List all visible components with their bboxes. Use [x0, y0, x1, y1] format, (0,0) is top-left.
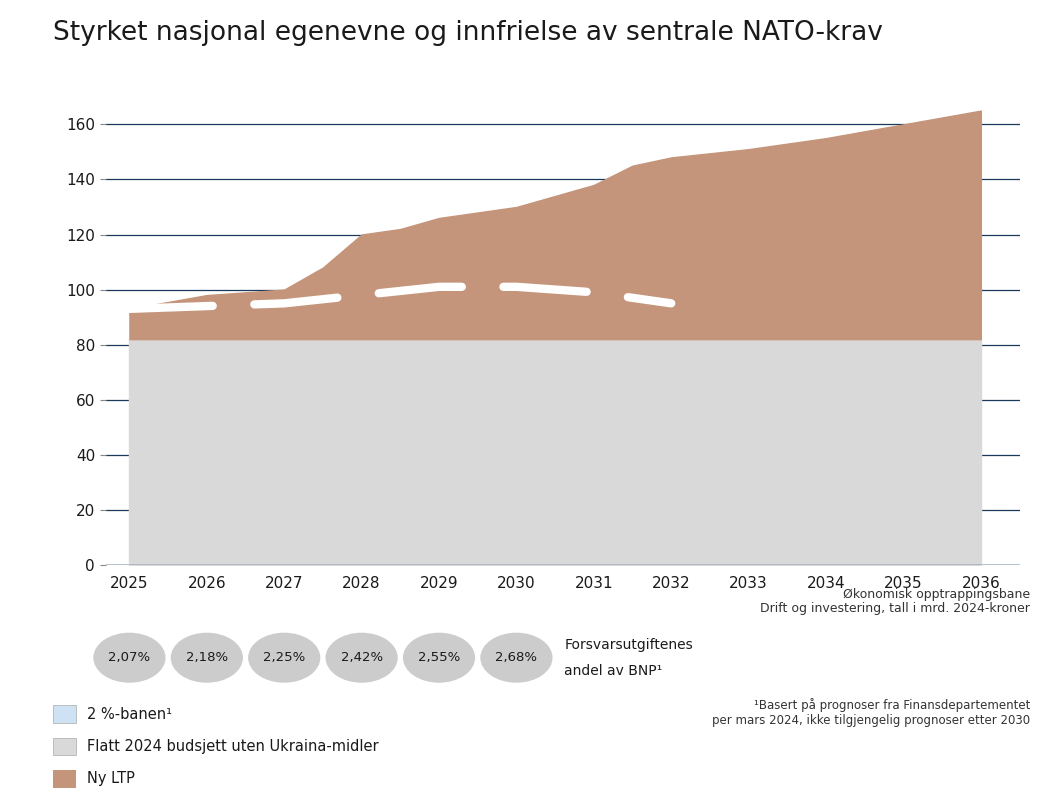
Text: andel av BNP¹: andel av BNP¹ — [564, 663, 663, 678]
Text: 2 %-banen¹: 2 %-banen¹ — [87, 707, 172, 721]
Text: 2,55%: 2,55% — [417, 651, 460, 664]
Text: ¹Basert på prognoser fra Finansdepartementet
per mars 2024, ikke tilgjengelig pr: ¹Basert på prognoser fra Finansdeparteme… — [712, 698, 1030, 727]
Text: 2,07%: 2,07% — [108, 651, 151, 664]
Text: Drift og investering, tall i mrd. 2024-kroner: Drift og investering, tall i mrd. 2024-k… — [760, 602, 1030, 615]
Text: 2,25%: 2,25% — [263, 651, 306, 664]
Text: 2,18%: 2,18% — [186, 651, 228, 664]
Text: Økonomisk opptrappingsbane: Økonomisk opptrappingsbane — [843, 588, 1030, 601]
Text: Flatt 2024 budsjett uten Ukraina-midler: Flatt 2024 budsjett uten Ukraina-midler — [87, 739, 379, 754]
Text: Ny LTP: Ny LTP — [87, 771, 135, 786]
Text: 2,42%: 2,42% — [341, 651, 382, 664]
Text: 2,68%: 2,68% — [495, 651, 537, 664]
Text: Styrket nasjonal egenevne og innfrielse av sentrale NATO-krav: Styrket nasjonal egenevne og innfrielse … — [53, 20, 883, 46]
Text: Forsvarsutgiftenes: Forsvarsutgiftenes — [564, 638, 693, 652]
